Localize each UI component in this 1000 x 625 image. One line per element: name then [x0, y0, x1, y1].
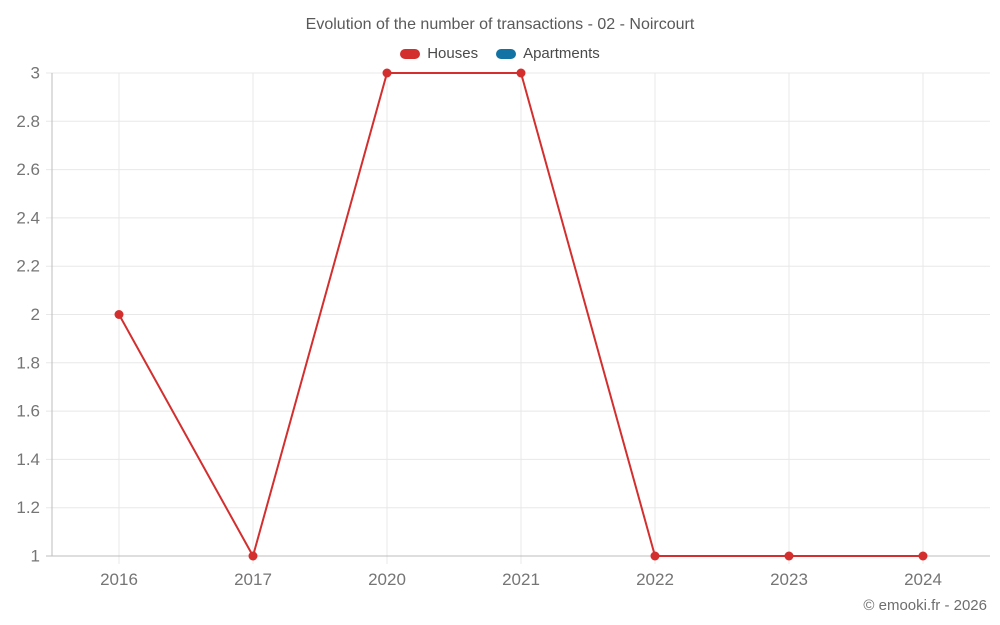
x-axis-tick-label: 2023 — [770, 570, 808, 589]
data-point-houses[interactable] — [784, 551, 794, 561]
x-axis-tick-label: 2024 — [904, 570, 942, 589]
legend: Houses Apartments — [0, 45, 1000, 62]
data-point-houses[interactable] — [382, 68, 392, 78]
x-axis-tick-label: 2016 — [100, 570, 138, 589]
data-point-houses[interactable] — [918, 551, 928, 561]
data-point-houses[interactable] — [650, 551, 660, 561]
x-axis-tick-label: 2020 — [368, 570, 406, 589]
y-axis-tick-label: 1.4 — [16, 450, 40, 469]
y-axis-tick-label: 2 — [31, 305, 40, 324]
y-axis-tick-label: 1.8 — [16, 353, 40, 372]
legend-item-houses[interactable]: Houses — [400, 45, 478, 62]
data-point-houses[interactable] — [516, 68, 526, 78]
x-axis-tick-label: 2022 — [636, 570, 674, 589]
y-axis-tick-label: 1.6 — [16, 402, 40, 421]
copyright-watermark: © emooki.fr - 2026 — [863, 597, 987, 614]
y-axis-tick-label: 1.2 — [16, 498, 40, 517]
houses-swatch-icon — [400, 48, 421, 59]
y-axis-tick-label: 3 — [31, 64, 40, 83]
x-axis-tick-label: 2017 — [234, 570, 272, 589]
legend-label-houses: Houses — [427, 45, 479, 62]
data-point-houses[interactable] — [114, 310, 124, 319]
y-axis-tick-label: 2.4 — [16, 208, 40, 227]
x-axis-tick-label: 2021 — [502, 570, 540, 589]
y-axis-tick-label: 2.2 — [16, 257, 40, 276]
legend-item-apartments[interactable]: Apartments — [496, 45, 600, 62]
legend-label-apartments: Apartments — [523, 45, 600, 62]
chart-title: Evolution of the number of transactions … — [305, 16, 695, 33]
y-axis-tick-label: 2.6 — [16, 160, 40, 179]
y-axis-tick-label: 2.8 — [16, 112, 40, 131]
apartments-swatch-icon — [496, 48, 517, 59]
data-point-houses[interactable] — [248, 551, 258, 561]
y-axis-tick-label: 1 — [31, 547, 40, 566]
